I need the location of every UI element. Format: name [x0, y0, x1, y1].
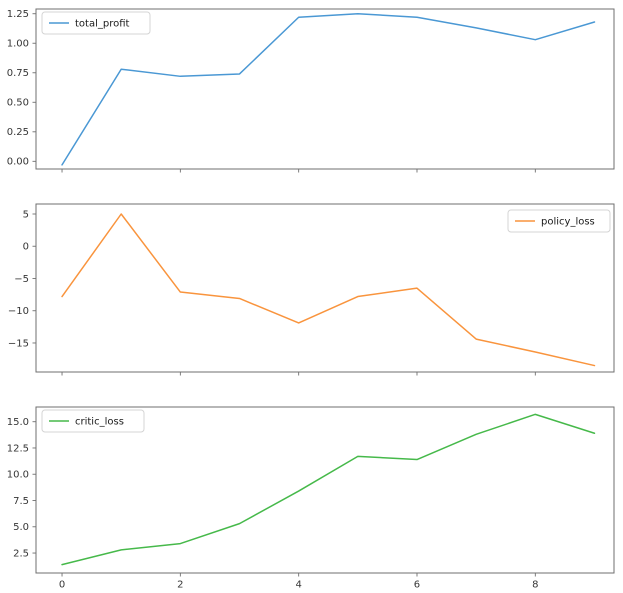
axes-frame: [35, 8, 615, 170]
x-tick-label: 8: [532, 580, 538, 591]
y-tick-label: 0.75: [7, 68, 29, 79]
y-tick-label: 5: [23, 209, 29, 220]
y-tick-label: −15: [8, 338, 29, 349]
subplot-policy_loss: 5 0 −5 −10 −15 policy_loss: [8, 203, 615, 376]
y-tick-label: 0: [23, 242, 29, 253]
y-tick-label: 2.5: [13, 548, 29, 559]
x-tick-label: 4: [295, 580, 301, 591]
legend-label: critic_loss: [75, 417, 124, 428]
axes-frame: [35, 203, 615, 373]
y-tick-label: −10: [8, 306, 29, 317]
legend-box: [507, 209, 611, 233]
legend-box: [41, 409, 145, 433]
y-tick-label: 15.0: [7, 417, 29, 428]
x-tick-label: 6: [414, 580, 420, 591]
y-tick-label: −5: [14, 274, 29, 285]
y-tick-label: 5.0: [13, 522, 29, 533]
legend-label: total_profit: [75, 19, 130, 30]
critic_loss-line: [61, 413, 596, 566]
y-tick-label: 0.50: [7, 98, 29, 109]
y-tick-label: 1.00: [7, 39, 29, 50]
x-tick-label: 0: [59, 580, 65, 591]
legend-label: policy_loss: [541, 217, 595, 228]
total_profit-line: [61, 12, 596, 166]
legend-critic_loss: critic_loss: [41, 409, 145, 433]
y-tick-label: 7.5: [13, 496, 29, 507]
y-tick-label: 1.25: [7, 9, 29, 20]
legend-total_profit: total_profit: [41, 11, 151, 35]
subplot-critic_loss: 2.5 5.0 7.5 10.0 12.5 15.0 0 2 4 6 8 critic_loss: [7, 406, 615, 591]
y-tick-label: 0.00: [7, 157, 29, 168]
policy_loss-line: [61, 213, 596, 367]
axes-frame: [35, 406, 615, 574]
legend-box: [41, 11, 151, 35]
subplot-total_profit: 0.00 0.25 0.50 0.75 1.00 1.25 total_profit: [7, 8, 615, 173]
legend-policy_loss: policy_loss: [507, 209, 611, 233]
y-tick-label: 0.25: [7, 127, 29, 138]
y-tick-label: 10.0: [7, 470, 29, 481]
x-tick-label: 2: [177, 580, 183, 591]
y-tick-label: 12.5: [7, 443, 29, 454]
